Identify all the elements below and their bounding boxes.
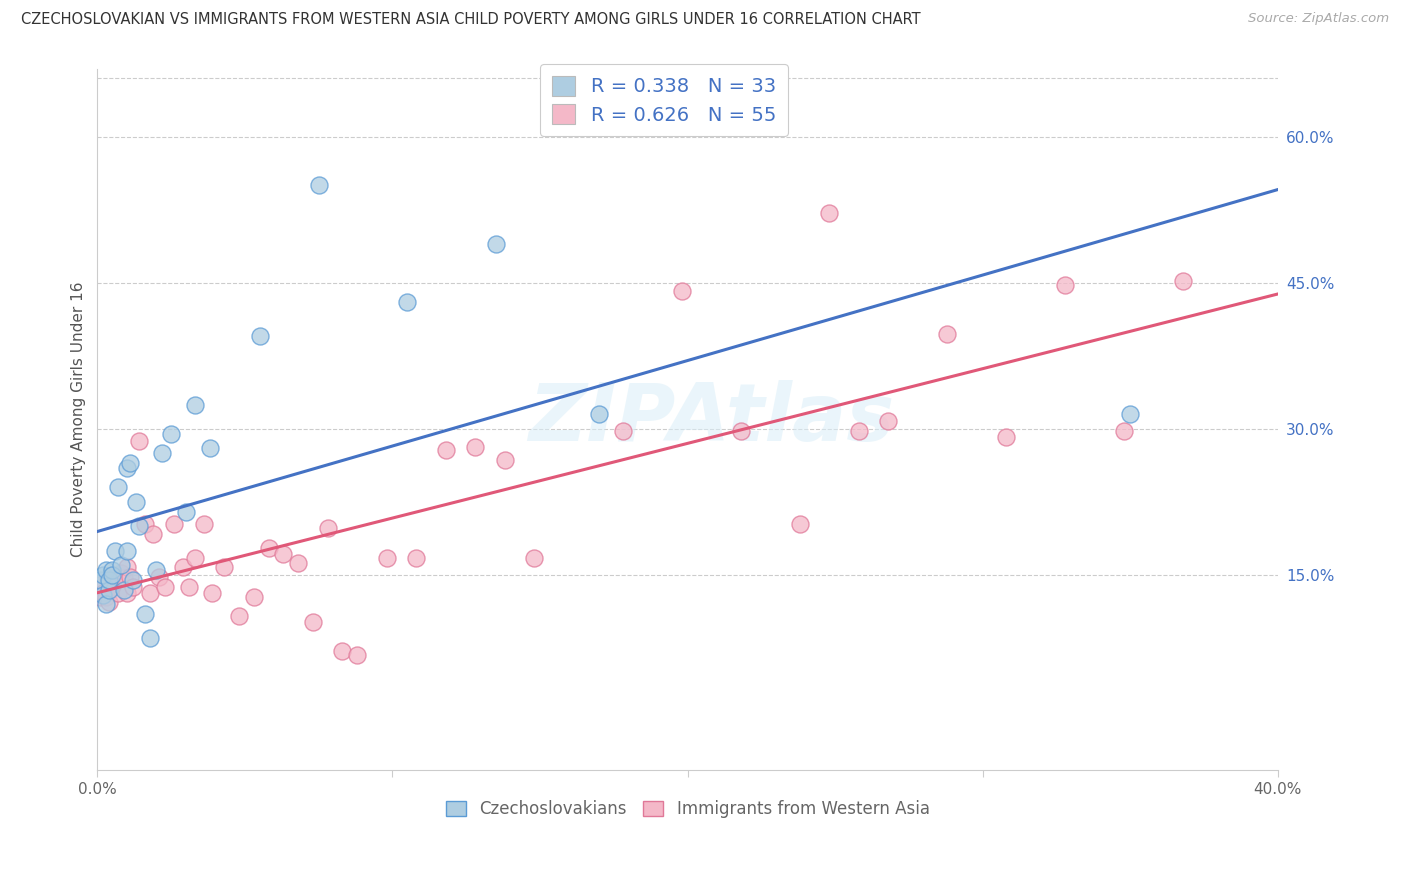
Point xyxy=(612,424,634,438)
Point xyxy=(730,424,752,438)
Point xyxy=(118,570,141,584)
Point xyxy=(96,563,118,577)
Point xyxy=(112,571,135,585)
Point xyxy=(101,580,124,594)
Point xyxy=(193,517,215,532)
Point xyxy=(301,615,323,629)
Text: Source: ZipAtlas.com: Source: ZipAtlas.com xyxy=(1249,12,1389,26)
Point xyxy=(98,582,121,597)
Point xyxy=(115,585,138,599)
Point xyxy=(139,585,162,599)
Point xyxy=(134,517,156,532)
Point xyxy=(249,329,271,343)
Point xyxy=(160,426,183,441)
Point xyxy=(995,430,1018,444)
Point xyxy=(316,521,339,535)
Point xyxy=(271,547,294,561)
Text: CZECHOSLOVAKIAN VS IMMIGRANTS FROM WESTERN ASIA CHILD POVERTY AMONG GIRLS UNDER : CZECHOSLOVAKIAN VS IMMIGRANTS FROM WESTE… xyxy=(21,12,921,28)
Point xyxy=(107,585,129,599)
Point xyxy=(434,443,457,458)
Point xyxy=(330,644,353,658)
Text: ZIPAtlas: ZIPAtlas xyxy=(529,380,894,458)
Point xyxy=(201,585,224,599)
Point xyxy=(89,590,111,604)
Point xyxy=(89,573,111,587)
Point xyxy=(110,566,132,581)
Point xyxy=(118,456,141,470)
Point xyxy=(1173,274,1195,288)
Point xyxy=(1119,408,1142,422)
Point xyxy=(121,573,143,587)
Point xyxy=(671,284,693,298)
Point xyxy=(198,442,221,456)
Point xyxy=(128,519,150,533)
Point xyxy=(101,563,124,577)
Point xyxy=(139,632,162,646)
Point xyxy=(115,560,138,574)
Point xyxy=(89,578,111,592)
Point xyxy=(91,585,114,599)
Point xyxy=(877,414,900,428)
Point xyxy=(142,527,165,541)
Point xyxy=(464,440,486,454)
Point xyxy=(308,178,330,193)
Point xyxy=(98,573,121,587)
Point xyxy=(214,560,236,574)
Point xyxy=(115,461,138,475)
Point xyxy=(155,580,177,594)
Point xyxy=(375,550,398,565)
Point xyxy=(184,550,207,565)
Point xyxy=(150,446,173,460)
Point xyxy=(523,550,546,565)
Point xyxy=(107,480,129,494)
Point xyxy=(104,570,127,584)
Point xyxy=(1054,277,1077,292)
Point xyxy=(98,595,121,609)
Point xyxy=(148,570,170,584)
Point xyxy=(818,205,841,219)
Point xyxy=(588,408,610,422)
Point xyxy=(287,557,309,571)
Point xyxy=(174,505,197,519)
Point xyxy=(242,590,264,604)
Y-axis label: Child Poverty Among Girls Under 16: Child Poverty Among Girls Under 16 xyxy=(72,282,86,557)
Point xyxy=(172,560,194,574)
Point xyxy=(848,424,870,438)
Point xyxy=(163,517,186,532)
Point xyxy=(91,588,114,602)
Point xyxy=(346,648,368,662)
Point xyxy=(128,434,150,448)
Point xyxy=(936,326,959,341)
Point xyxy=(396,295,419,310)
Point xyxy=(789,517,811,532)
Point xyxy=(485,236,508,251)
Point xyxy=(96,598,118,612)
Point xyxy=(112,582,135,597)
Point xyxy=(257,541,280,555)
Point xyxy=(115,543,138,558)
Point xyxy=(101,568,124,582)
Point xyxy=(184,398,207,412)
Point xyxy=(125,495,148,509)
Point xyxy=(494,453,516,467)
Point xyxy=(134,607,156,621)
Point xyxy=(1114,424,1136,438)
Point xyxy=(96,590,118,604)
Legend: Czechoslovakians, Immigrants from Western Asia: Czechoslovakians, Immigrants from Wester… xyxy=(439,794,936,825)
Point xyxy=(145,563,167,577)
Point xyxy=(110,558,132,573)
Point xyxy=(228,609,250,624)
Point xyxy=(101,576,124,591)
Point xyxy=(405,550,427,565)
Point xyxy=(91,568,114,582)
Point xyxy=(121,580,143,594)
Point xyxy=(104,543,127,558)
Point xyxy=(177,580,200,594)
